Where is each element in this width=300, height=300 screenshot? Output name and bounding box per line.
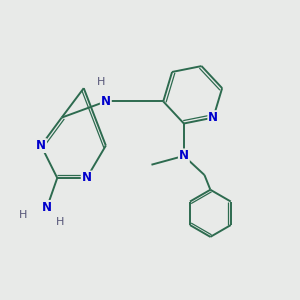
Text: H: H (19, 210, 28, 220)
Text: H: H (97, 77, 106, 87)
Text: N: N (36, 139, 46, 152)
Text: N: N (208, 111, 218, 124)
Text: H: H (56, 217, 64, 227)
Text: N: N (179, 149, 189, 162)
Text: N: N (101, 95, 111, 108)
Text: N: N (42, 201, 52, 214)
Text: N: N (82, 172, 92, 184)
